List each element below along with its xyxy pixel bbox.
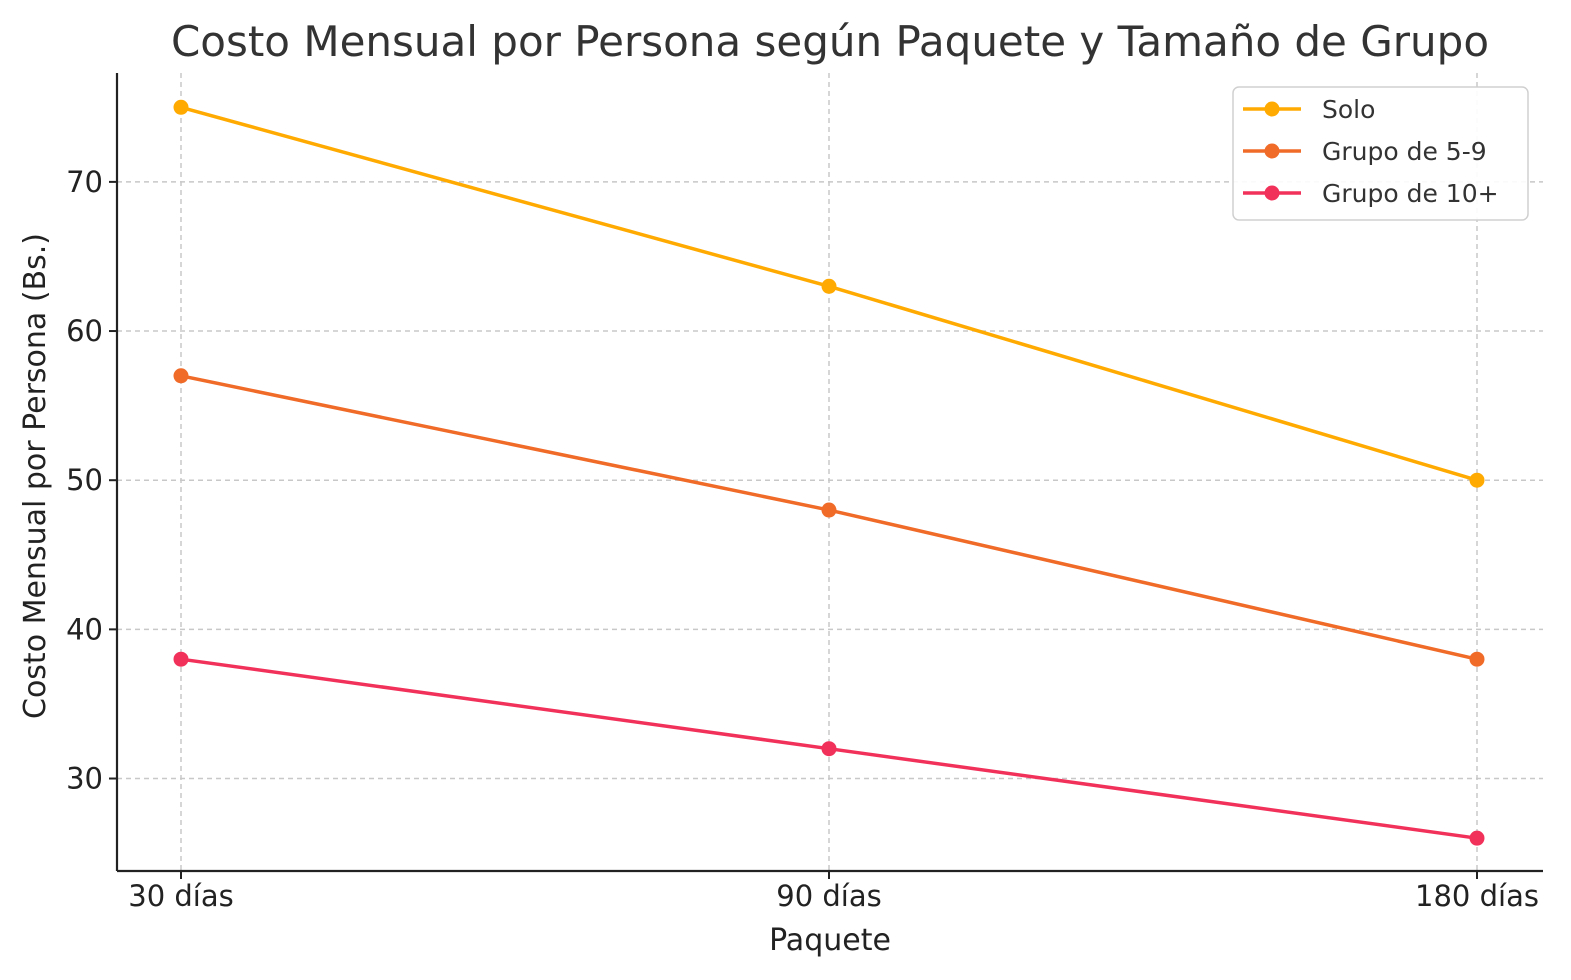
y-tick-label: 60 xyxy=(66,314,103,348)
data-point xyxy=(1469,830,1485,846)
data-point xyxy=(1469,651,1485,667)
y-tick-label: 50 xyxy=(66,463,103,497)
y-tick-label: 40 xyxy=(66,612,103,646)
legend-box xyxy=(1232,86,1529,221)
x-tick-label: 180 días xyxy=(1415,879,1539,913)
x-axis-label: Paquete xyxy=(769,923,891,958)
tick-labels: 30 40 50 60 70 30 días 90 días 180 días xyxy=(66,165,1539,913)
series-lines xyxy=(173,99,1485,846)
axes xyxy=(109,73,1543,879)
x-tick-label: 30 días xyxy=(128,879,233,913)
legend-marker xyxy=(1264,185,1280,201)
y-axis-label: Costo Mensual por Persona (Bs.) xyxy=(18,233,53,719)
legend-label: Grupo de 10+ xyxy=(1322,179,1499,208)
data-point xyxy=(821,278,837,294)
chart-title: Costo Mensual por Persona según Paquete … xyxy=(171,17,1489,66)
y-tick-label: 30 xyxy=(66,762,103,796)
x-tick-label: 90 días xyxy=(776,879,881,913)
data-point xyxy=(173,99,189,115)
data-point xyxy=(173,368,189,384)
grid-lines xyxy=(117,73,1543,871)
legend-marker xyxy=(1264,101,1280,117)
legend-marker xyxy=(1264,143,1280,159)
legend: Solo Grupo de 5-9 Grupo de 10+ xyxy=(1232,86,1529,221)
data-point xyxy=(1469,472,1485,488)
legend-label: Solo xyxy=(1322,95,1375,124)
legend-label: Grupo de 5-9 xyxy=(1322,137,1487,166)
y-tick-label: 70 xyxy=(66,165,103,199)
data-point xyxy=(173,651,189,667)
data-point xyxy=(821,741,837,757)
data-point xyxy=(821,502,837,518)
